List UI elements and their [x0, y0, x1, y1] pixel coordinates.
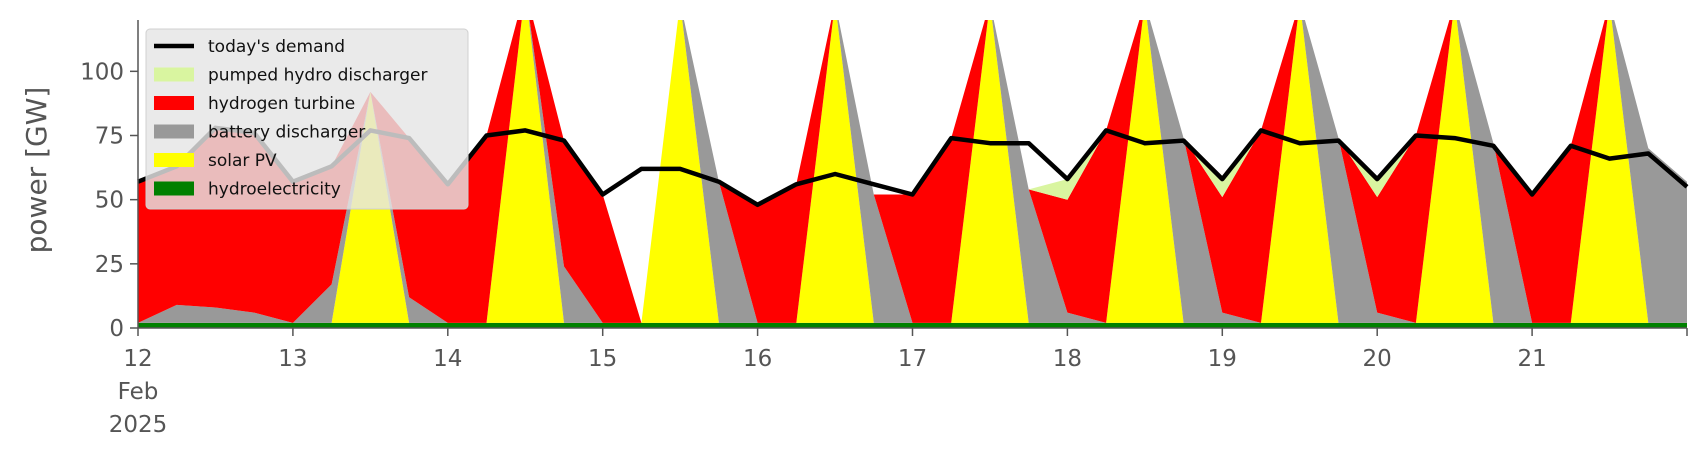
legend-box — [145, 28, 469, 210]
legend-label: hydroelectricity — [208, 180, 341, 200]
x-tick-label: 19 — [1208, 346, 1237, 372]
legend-swatch — [154, 181, 194, 196]
legend-item-today-s-demand: today's demand — [154, 37, 345, 57]
legend-item-hydrogen-turbine: hydrogen turbine — [154, 94, 355, 114]
x-tick-label: 14 — [433, 346, 462, 372]
y-tick-label: 25 — [95, 252, 124, 278]
legend-item-battery-discharger: battery discharger — [154, 123, 365, 143]
area-solar-pv — [138, 20, 1687, 323]
area-hydrogen-turbine — [138, 20, 1687, 323]
stacked-areas — [138, 20, 1687, 328]
legend-label: solar PV — [208, 151, 277, 171]
legend-label: hydrogen turbine — [208, 94, 355, 114]
axes: 0 25 50 75 100 12 Feb 2025 13 14 15 16 17 18 19 20 21 — [80, 20, 1688, 438]
legend-label: pumped hydro discharger — [208, 66, 427, 86]
y-tick-label: 100 — [80, 59, 124, 85]
y-axis-label: power [GW] — [20, 87, 53, 254]
x-tick-label: 15 — [588, 346, 617, 372]
x-tick-label: 20 — [1363, 346, 1392, 372]
legend-swatch — [154, 153, 194, 167]
area-hydroelectricity — [138, 322, 1687, 328]
legend-swatch — [154, 96, 194, 110]
x-tick-label: 12 — [123, 346, 152, 372]
y-tick-label: 75 — [95, 124, 124, 150]
y-tick-label: 50 — [95, 188, 124, 214]
legend-label: today's demand — [208, 37, 345, 57]
x-tick-label: 21 — [1517, 346, 1546, 372]
legend-item-pumped-hydro-discharger: pumped hydro discharger — [154, 66, 427, 86]
x-tick-label: 17 — [898, 346, 927, 372]
x-tick-month: Feb — [118, 379, 159, 405]
y-tick-label: 0 — [109, 316, 124, 342]
legend-label: battery discharger — [208, 123, 365, 143]
x-tick-label: 13 — [278, 346, 307, 372]
legend-item-solar-pv: solar PV — [154, 151, 277, 171]
x-tick-label: 18 — [1053, 346, 1082, 372]
x-tick-label: 16 — [743, 346, 772, 372]
x-tick-year: 2025 — [109, 412, 168, 438]
legend-item-hydroelectricity: hydroelectricity — [154, 180, 341, 200]
legend: today's demand pumped hydro discharger hyd… — [145, 28, 469, 210]
legend-swatch — [154, 124, 194, 139]
legend-swatch — [154, 67, 194, 82]
